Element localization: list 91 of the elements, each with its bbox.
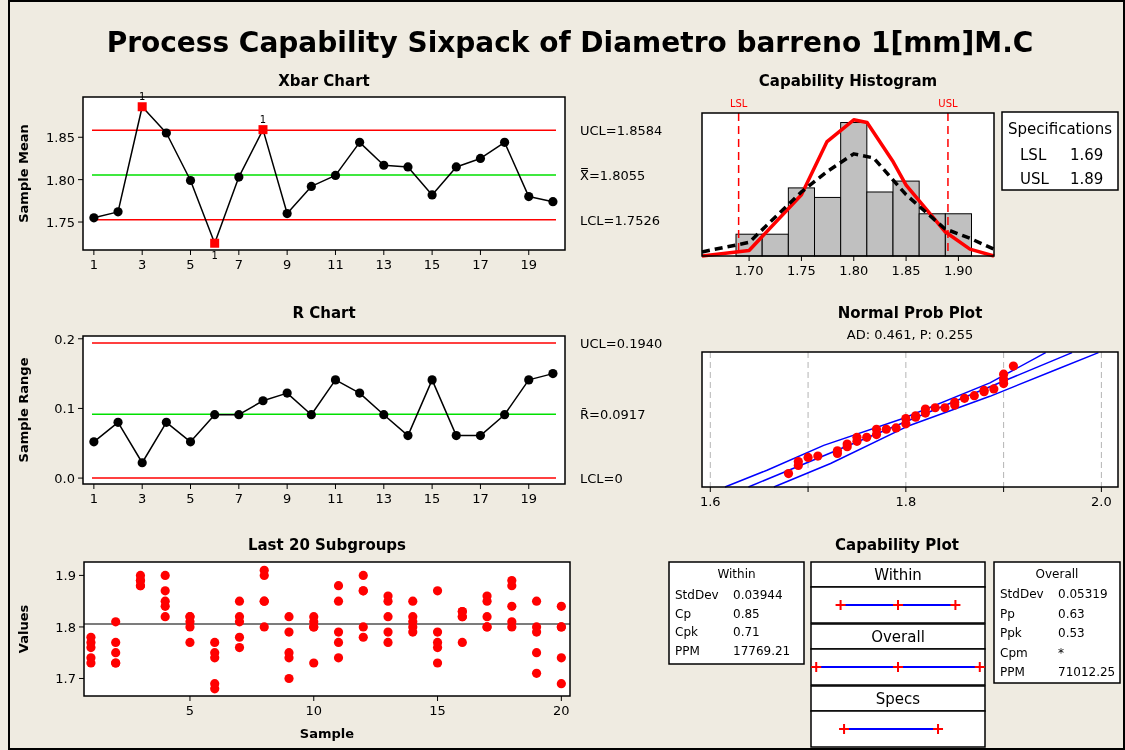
text: Capability Plot bbox=[835, 536, 959, 554]
y-tick-label: 0.1 bbox=[54, 401, 75, 417]
text: Process Capability Sixpack of Diametro barreno 1[mm]M.C bbox=[106, 26, 1034, 59]
ref-line-label: LCL=1.7526 bbox=[580, 212, 660, 228]
x-tick-label: 15 bbox=[423, 491, 441, 506]
y-tick-label: 1.85 bbox=[46, 130, 75, 146]
x-tick-label: 17 bbox=[472, 491, 489, 506]
chart-title: R Chart bbox=[292, 304, 356, 322]
category-label: LSL bbox=[1020, 146, 1047, 164]
text: 0.05319 bbox=[1058, 587, 1108, 601]
x-tick-label: 3 bbox=[138, 491, 147, 506]
text: 0.63 bbox=[1058, 606, 1085, 621]
y-axis-title: Sample Mean bbox=[16, 124, 31, 223]
text: 0.53 bbox=[1058, 626, 1085, 640]
text: Within bbox=[874, 566, 922, 584]
category-label: Ppk bbox=[1000, 626, 1022, 640]
text: Overall bbox=[1035, 567, 1079, 581]
x-tick-label: 1.90 bbox=[943, 263, 973, 278]
ref-line-label: UCL=1.8584 bbox=[580, 123, 663, 139]
x-tick-label: 1.80 bbox=[839, 263, 869, 278]
x-tick-label: 7 bbox=[234, 257, 243, 272]
text: 0.03944 bbox=[733, 588, 783, 602]
x-tick-label: 15 bbox=[423, 257, 441, 272]
text: 0.85 bbox=[733, 606, 760, 621]
ref-line-label: UCL=0.1940 bbox=[580, 335, 663, 351]
x-tick-label: 13 bbox=[375, 257, 393, 272]
x-tick-label: 20 bbox=[553, 703, 570, 718]
ref-line-label: USL bbox=[938, 98, 958, 109]
text: 0.71 bbox=[733, 625, 760, 639]
ref-line-label: LCL=0 bbox=[580, 471, 623, 487]
category-label: Cpk bbox=[675, 625, 698, 639]
text: 17769.21 bbox=[733, 643, 791, 658]
x-tick-label: 5 bbox=[186, 491, 195, 506]
category-label: Pp bbox=[1000, 606, 1015, 621]
y-axis-title: Values bbox=[16, 604, 31, 654]
ref-line-label: R̄=0.0917 bbox=[580, 407, 646, 423]
x-tick-label: 1 bbox=[89, 491, 99, 506]
x-tick-label: 13 bbox=[375, 491, 393, 506]
x-tick-label: 5 bbox=[185, 703, 195, 718]
x-tick-label: 7 bbox=[234, 491, 243, 506]
y-tick-label: 1.80 bbox=[46, 172, 75, 188]
x-tick-label: 19 bbox=[520, 491, 538, 506]
text: Specifications bbox=[1008, 120, 1113, 138]
x-tick-label: 1.85 bbox=[891, 263, 921, 278]
y-tick-label: 1.8 bbox=[55, 619, 76, 635]
text: Specs bbox=[875, 690, 921, 708]
text: * bbox=[1058, 645, 1064, 660]
x-tick-label: 1.75 bbox=[786, 263, 816, 278]
category-label: PPM bbox=[675, 643, 700, 658]
chart-title: Normal Prob Plot bbox=[837, 304, 983, 322]
text: Within bbox=[717, 567, 756, 581]
chart-subtitle: AD: 0.461, P: 0.255 bbox=[846, 327, 974, 342]
annotation: 1 bbox=[139, 90, 146, 102]
x-tick-label: 1.8 bbox=[895, 494, 917, 509]
x-tick-label: 9 bbox=[283, 491, 292, 506]
category-label: USL bbox=[1020, 170, 1050, 188]
category-label: PPM bbox=[1000, 665, 1025, 679]
x-tick-label: 9 bbox=[283, 257, 292, 272]
x-tick-label: 3 bbox=[138, 257, 147, 272]
x-tick-label: 1.6 bbox=[699, 494, 721, 509]
x-tick-label: 17 bbox=[472, 257, 489, 272]
y-tick-label: 0.2 bbox=[54, 331, 75, 347]
text: 71012.25 bbox=[1058, 665, 1116, 679]
y-tick-label: 1.7 bbox=[55, 671, 76, 687]
category-label: StdDev bbox=[675, 588, 719, 602]
text: 1.89 bbox=[1070, 170, 1104, 188]
y-axis-title: Sample Range bbox=[16, 357, 31, 463]
x-tick-label: 1.70 bbox=[734, 263, 764, 278]
category-label: StdDev bbox=[1000, 587, 1044, 601]
annotation: 1 bbox=[259, 113, 267, 125]
x-tick-label: 11 bbox=[327, 257, 344, 272]
x-tick-label: 1 bbox=[89, 257, 99, 272]
x-tick-label: 11 bbox=[327, 491, 344, 506]
x-tick-label: 19 bbox=[520, 257, 538, 272]
category-label: Cpm bbox=[1000, 645, 1028, 660]
x-tick-label: 2.0 bbox=[1091, 494, 1112, 509]
x-tick-label: 10 bbox=[305, 703, 323, 718]
category-label: Cp bbox=[675, 606, 691, 621]
y-tick-label: 1.75 bbox=[46, 215, 75, 231]
ref-line-label: LSL bbox=[729, 98, 748, 109]
text: Overall bbox=[871, 628, 925, 646]
x-axis-title: Sample bbox=[299, 726, 355, 741]
chart-title: Capability Histogram bbox=[758, 72, 938, 90]
x-tick-label: 15 bbox=[429, 703, 446, 718]
chart-title: Last 20 Subgroups bbox=[247, 536, 407, 554]
x-tick-label: 5 bbox=[186, 257, 195, 272]
ref-line-label: X̿=1.8055 bbox=[580, 167, 646, 183]
y-tick-label: 1.9 bbox=[55, 568, 76, 584]
text: 1.69 bbox=[1070, 146, 1104, 164]
chart-title: Xbar Chart bbox=[278, 72, 370, 90]
y-tick-label: 0.0 bbox=[54, 471, 75, 487]
